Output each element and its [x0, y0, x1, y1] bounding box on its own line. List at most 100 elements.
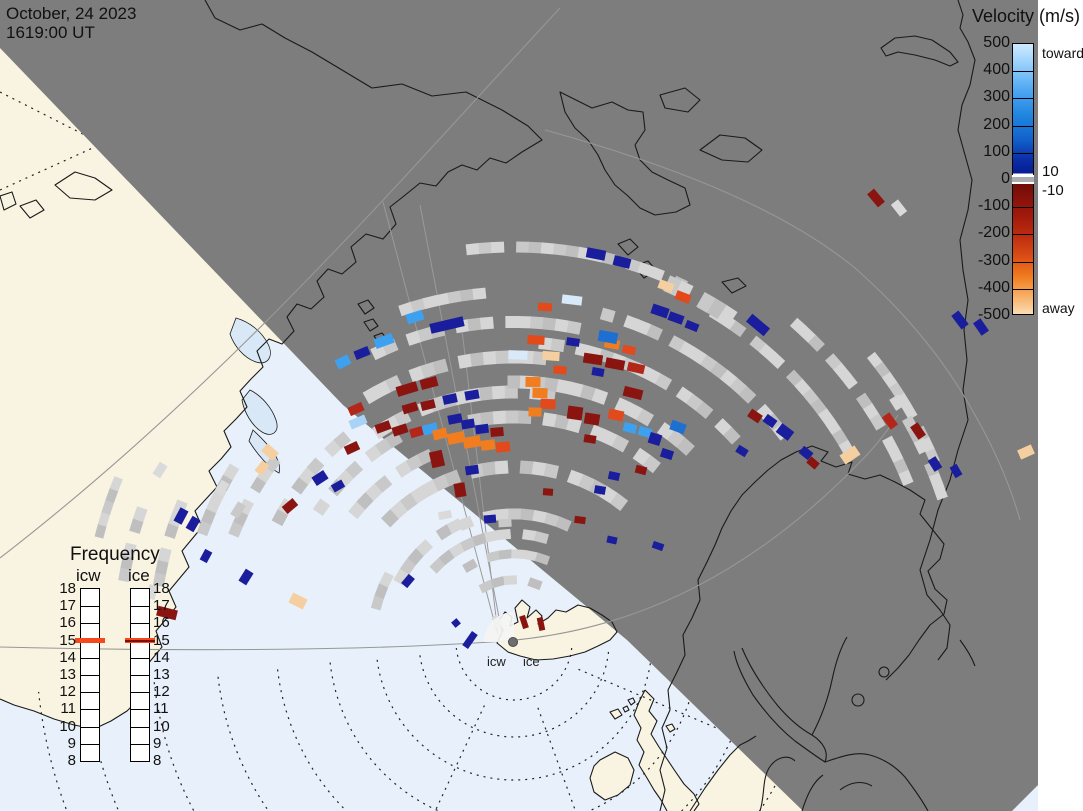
echo-cell	[483, 514, 497, 524]
frequency-scale-label: 16	[153, 614, 170, 632]
scatter-cell	[810, 398, 828, 416]
scatter-cell	[394, 409, 412, 427]
scatter-cell	[481, 461, 497, 477]
scatter-cell	[511, 549, 525, 559]
echo-cell	[604, 357, 626, 371]
frequency-scale-label: 9	[153, 734, 162, 752]
echo-cell	[647, 431, 663, 447]
radial-line	[302, 705, 485, 811]
echo-cell	[460, 418, 476, 430]
scatter-cell	[862, 403, 880, 421]
scatter-cell	[520, 508, 535, 521]
frequency-marker-core	[125, 640, 155, 642]
colorbar-tick	[1013, 262, 1033, 263]
scatter-cell	[554, 318, 570, 333]
scatter-cell	[542, 317, 557, 331]
echo-cell	[432, 427, 448, 441]
echo-cell	[597, 329, 619, 345]
velocity-tick-label: 100	[983, 142, 1010, 160]
scatter-cell	[643, 367, 662, 385]
scatter-cell	[429, 557, 446, 574]
frequency-scale-label: 16	[59, 614, 76, 632]
echo-cell	[881, 412, 899, 430]
scatter-cell	[395, 460, 413, 478]
echo-cell	[348, 414, 368, 430]
echo-cell	[419, 375, 439, 391]
echo-cell	[536, 617, 546, 631]
scatter-cell	[120, 554, 134, 570]
scatter-cell	[101, 499, 115, 515]
frequency-cell-line	[81, 744, 99, 745]
echo-cell	[281, 498, 299, 514]
frequency-cell-line	[81, 658, 99, 659]
echo-cell	[451, 618, 461, 628]
scatter-cell	[648, 266, 665, 282]
echo-cell	[495, 441, 511, 453]
echo-cell	[583, 412, 601, 426]
scatter-cell	[97, 511, 111, 527]
scatter-cell	[478, 579, 495, 594]
frequency-scale-label: 15	[153, 631, 170, 649]
echo-cell	[927, 456, 943, 472]
scatter-cell	[599, 307, 616, 323]
scatter-cell	[164, 523, 179, 539]
colorbar-tick	[1013, 289, 1033, 290]
frequency-column-label-icw: icw	[76, 566, 101, 585]
scatter-cell	[717, 304, 738, 327]
scatter-cell	[495, 508, 510, 521]
scatter-cell	[472, 287, 487, 300]
scatter-cell	[554, 414, 570, 430]
echo-cell	[667, 311, 685, 325]
scatter-cell	[532, 509, 548, 524]
scatter-cell	[889, 394, 906, 411]
echo-cell	[288, 592, 308, 610]
scatter-cell	[492, 410, 507, 425]
frequency-scale-label: 15	[59, 631, 76, 649]
scatter-cell	[723, 426, 741, 445]
polar-map-canvas	[0, 0, 1038, 811]
scatter-cell	[825, 418, 842, 436]
scatter-cell	[206, 496, 222, 514]
echo-cell	[890, 199, 908, 217]
colorbar-tick	[1013, 207, 1033, 208]
frequency-scale-label: 14	[59, 648, 76, 666]
echo-cell	[230, 501, 246, 519]
scatter-cell	[519, 460, 534, 475]
echo-cell	[185, 515, 201, 533]
frequency-marker-icw	[75, 638, 105, 643]
echo-cell	[490, 426, 504, 438]
echo-cell	[199, 548, 213, 564]
echo-cell	[775, 423, 795, 441]
scatter-cell	[591, 388, 609, 405]
scatter-cell	[758, 343, 776, 361]
scatter-cell	[490, 576, 506, 589]
scatter-cell	[568, 381, 584, 398]
echo-cell	[657, 279, 675, 293]
frequency-cell-line	[81, 623, 99, 624]
scatter-cell	[435, 524, 453, 541]
scatter-cell	[155, 559, 169, 575]
scatter-cell	[478, 242, 493, 255]
timestamp: October, 24 2023 1619:00 UT	[6, 4, 136, 42]
echo-cell	[651, 540, 665, 552]
scatter-cell	[494, 460, 509, 475]
velocity-echo-cells	[145, 188, 1035, 649]
scatter-cell	[634, 319, 652, 336]
scatter-cell	[832, 428, 849, 446]
echo-cell	[405, 309, 425, 325]
echo-cell	[747, 408, 763, 424]
scatter-cell	[517, 315, 532, 329]
scatter-cell	[490, 241, 505, 254]
scatter-cell	[654, 373, 673, 391]
scatter-cell	[642, 454, 661, 474]
scatter-cell	[374, 583, 389, 599]
echo-cell	[735, 444, 749, 458]
scatter-cell	[637, 262, 654, 277]
scatter-cell	[706, 298, 727, 320]
velocity-tick-label: 0	[1001, 170, 1010, 187]
frequency-scale-label: 18	[59, 580, 76, 597]
scatter-cell	[345, 460, 364, 479]
echo-cell	[374, 420, 392, 434]
scatter-cell	[869, 413, 886, 431]
scatter-cell	[609, 492, 629, 512]
